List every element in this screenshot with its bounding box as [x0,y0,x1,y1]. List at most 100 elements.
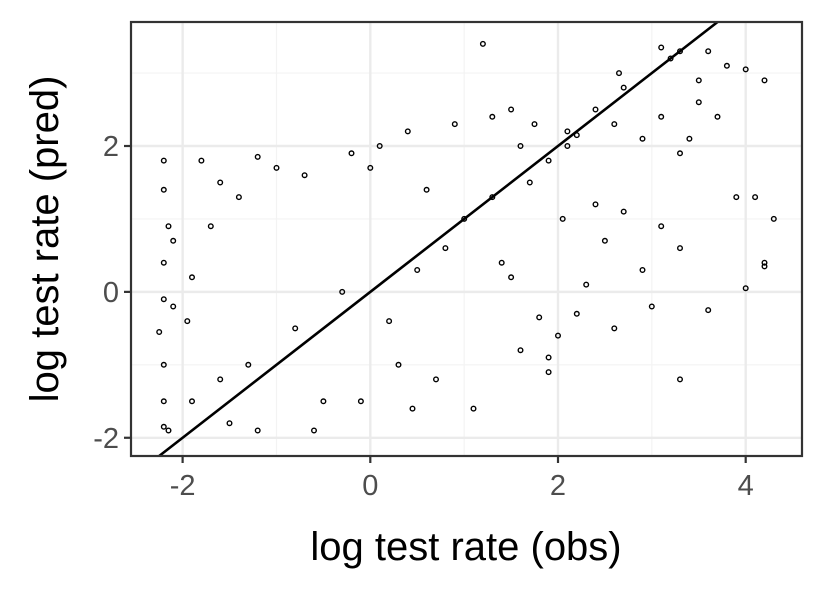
data-point [733,194,740,201]
data-point [583,281,590,288]
y-axis: -2 0 2 [93,131,131,455]
x-tick-label: 4 [738,470,754,502]
data-point [658,223,665,230]
data-point [498,259,505,266]
data-point [658,113,665,120]
data-point [404,128,411,135]
data-point [536,314,543,321]
data-point [742,66,749,73]
data-point [311,427,318,434]
data-point [442,245,449,252]
data-point [184,318,191,325]
data-point [376,142,383,149]
y-tick-label: 2 [103,131,119,163]
data-point [423,186,430,193]
data-point [188,398,195,405]
data-point [414,267,421,274]
data-point [742,285,749,292]
data-point [160,157,167,164]
data-point [517,347,524,354]
data-point [160,423,167,430]
data-point [752,194,759,201]
data-point [639,267,646,274]
data-point [451,121,458,128]
data-point [367,164,374,171]
data-point [620,208,627,215]
data-point [254,153,261,160]
data-point [198,157,205,164]
data-point [601,237,608,244]
data-point [160,296,167,303]
data-point [508,274,515,281]
data-point [531,121,538,128]
data-point [695,77,702,84]
data-point [489,194,496,201]
data-point [648,303,655,310]
data-point [160,398,167,405]
data-point [686,135,693,142]
data-point [677,150,684,157]
data-point [489,113,496,120]
data-point [348,150,355,157]
data-point [292,325,299,332]
data-point [508,106,515,113]
data-point [170,237,177,244]
data-point [658,44,665,51]
data-point [564,128,571,135]
data-point [545,354,552,361]
x-tick-label: 0 [362,470,378,502]
data-point [188,274,195,281]
data-point [761,259,768,266]
data-point [639,135,646,142]
data-point [217,376,224,383]
plot-background [131,22,802,456]
data-point [235,194,242,201]
x-axis: -2 0 2 4 [170,456,754,502]
data-point [409,405,416,412]
data-point [470,405,477,412]
identity-line [158,20,719,458]
data-point [245,361,252,368]
data-point [170,303,177,310]
data-point [273,164,280,171]
data-point [526,179,533,186]
data-point [165,427,172,434]
data-point [677,245,684,252]
data-point [479,40,486,47]
data-point [611,325,618,332]
data-point [160,259,167,266]
data-point [461,215,468,222]
data-point [770,215,777,222]
data-point [395,361,402,368]
data-point [301,172,308,179]
data-point [761,77,768,84]
data-point [555,332,562,339]
data-point [156,329,163,336]
data-point [545,369,552,376]
y-axis-title: log test rate (pred) [23,76,67,403]
data-point [723,62,730,69]
data-point [620,84,627,91]
x-axis-title: log test rate (obs) [310,525,621,569]
y-tick-label: -2 [93,423,119,455]
data-point [207,223,214,230]
data-point [677,376,684,383]
data-point [160,361,167,368]
data-point [616,70,623,77]
data-point [545,157,552,164]
data-point [761,263,768,270]
data-point [564,142,571,149]
data-point [667,55,674,62]
data-point [226,420,233,427]
y-tick-label: 0 [103,277,119,309]
data-point [611,121,618,128]
data-point [695,99,702,106]
data-point [705,307,712,314]
data-point [517,142,524,149]
data-point [339,288,346,295]
data-point [559,215,566,222]
data-point [592,201,599,208]
data-point [357,398,364,405]
x-tick-label: -2 [170,470,196,502]
